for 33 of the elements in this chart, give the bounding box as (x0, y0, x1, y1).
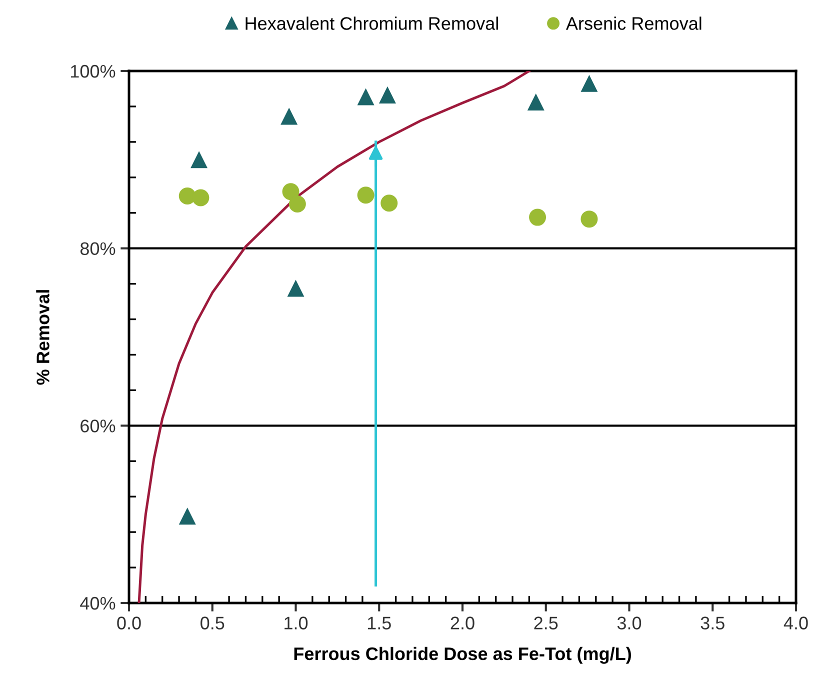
x-tick-label: 0.0 (117, 616, 141, 630)
y-tick-label: 60% (80, 420, 116, 432)
point (580, 210, 598, 228)
legend-label: Hexavalent Chromium Removal (246, 16, 498, 30)
y-axis-title: % Removal (36, 290, 50, 385)
x-tick-label: 4.0 (784, 616, 808, 630)
line-series (138, 71, 530, 603)
point (282, 183, 300, 200)
y-tick-label: 80% (80, 242, 116, 256)
x-tick-label: 2.5 (534, 616, 558, 630)
point (280, 108, 298, 125)
x-tick-label: 2.0 (450, 616, 474, 630)
point (527, 94, 544, 111)
x-tick-label: 1.5 (368, 616, 391, 630)
point (192, 189, 210, 206)
point (288, 195, 306, 213)
point (357, 186, 374, 204)
point (190, 151, 208, 168)
point (380, 194, 398, 212)
legend-label: Arsenic Removal (566, 16, 702, 30)
x-tick-label: 1.0 (284, 616, 308, 630)
point (529, 208, 546, 226)
y-tick-label: 100% (71, 64, 116, 78)
x-tick-label: 3.0 (617, 616, 642, 630)
x-axis-title: Ferrous Chloride Dose as Fe-Tot (mg/L) (294, 646, 631, 664)
point (580, 74, 598, 92)
point (178, 508, 196, 525)
point (287, 280, 304, 297)
x-tick-label: 0.5 (200, 616, 224, 630)
y-tick-label: 40% (80, 596, 116, 610)
x-tick-label: 3.5 (700, 616, 724, 630)
point (357, 88, 374, 106)
point (378, 86, 396, 104)
